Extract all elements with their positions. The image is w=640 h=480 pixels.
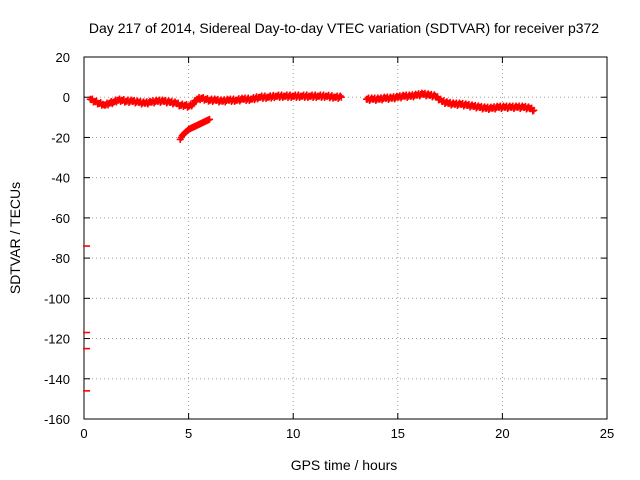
y-tick-label: 0 — [63, 90, 70, 105]
y-tick-label: 20 — [56, 50, 70, 65]
x-tick-label: 25 — [600, 426, 614, 441]
chart-title: Day 217 of 2014, Sidereal Day-to-day VTE… — [89, 20, 599, 36]
y-tick-label: -120 — [44, 332, 70, 347]
y-tick-label: -140 — [44, 372, 70, 387]
plot-frame — [83, 56, 608, 420]
grid-layer — [84, 57, 607, 419]
data-point — [336, 92, 344, 100]
x-axis-label: GPS time / hours — [291, 457, 398, 473]
y-axis-label: SDTVAR / TECUs — [7, 182, 23, 294]
y-tick-label: -160 — [44, 412, 70, 427]
x-tick-label: 0 — [80, 426, 87, 441]
y-tick-label: -80 — [51, 251, 70, 266]
tick-layer: 0 5 10 15 20 25 20 0 -20 -40 -60 -80 -100 -120 -140 -16… — [44, 50, 614, 441]
y-tick-label: -20 — [51, 130, 70, 145]
points-layer — [83, 89, 538, 392]
y-tick-label: -60 — [51, 211, 70, 226]
data-point — [337, 93, 345, 101]
data-point — [206, 115, 214, 123]
y-tick-label: -100 — [44, 291, 70, 306]
x-tick-label: 5 — [185, 426, 192, 441]
data-point — [530, 106, 538, 114]
x-tick-label: 10 — [286, 426, 300, 441]
y-tick-label: -40 — [51, 171, 70, 186]
x-tick-label: 20 — [495, 426, 509, 441]
x-tick-label: 15 — [391, 426, 405, 441]
